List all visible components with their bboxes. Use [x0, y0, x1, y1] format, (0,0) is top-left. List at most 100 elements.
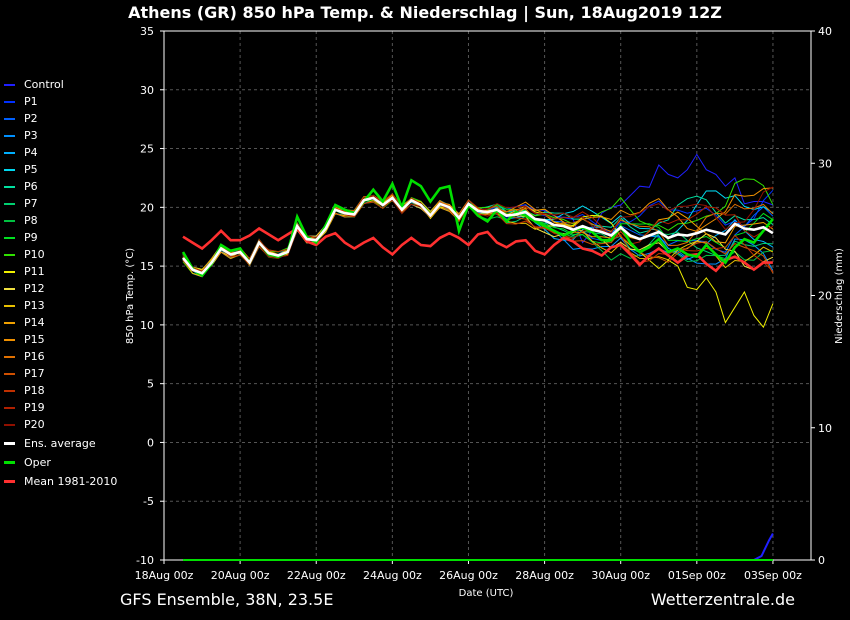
legend-item: P6	[4, 178, 117, 195]
legend-label: P1	[24, 95, 38, 108]
y2-tick-label: 0	[818, 554, 825, 567]
precip-line-control	[183, 533, 774, 561]
y2-tick-label: 20	[818, 290, 832, 303]
legend-label: P17	[24, 367, 45, 380]
site-credit: Wetterzentrale.de	[650, 590, 795, 609]
legend: Control P1 P2 P3 P4 P5 P6 P7 P8 P9 P10 P11 P12 P13 P14…	[4, 76, 117, 490]
legend-label: P10	[24, 248, 45, 261]
x-tick-label: 01Sep 00z	[668, 569, 726, 582]
series-line-p8	[182, 193, 773, 273]
y-tick-label: -10	[136, 554, 154, 567]
x-tick-label: 26Aug 00z	[439, 569, 498, 582]
legend-item: P9	[4, 229, 117, 246]
y-tick-label: 0	[147, 436, 154, 449]
legend-swatch	[4, 442, 15, 445]
y-tick-label: 15	[140, 260, 154, 273]
legend-swatch	[4, 134, 15, 137]
legend-label: P2	[24, 112, 38, 125]
series-line-p1	[182, 189, 774, 275]
legend-item: P17	[4, 365, 117, 382]
legend-label: P3	[24, 129, 38, 142]
model-info: GFS Ensemble, 38N, 23.5E	[120, 590, 334, 609]
legend-swatch	[4, 185, 15, 188]
legend-swatch	[4, 480, 15, 483]
legend-item: P4	[4, 144, 117, 161]
legend-swatch	[4, 270, 15, 273]
legend-item: P19	[4, 399, 117, 416]
x-tick-label: 18Aug 00z	[135, 569, 194, 582]
series-line-p10	[182, 178, 774, 276]
legend-label: Ens. average	[24, 437, 96, 450]
legend-label: P5	[24, 163, 38, 176]
legend-swatch	[4, 168, 15, 171]
legend-label: P18	[24, 384, 45, 397]
y2-axis: 40 30 20 10 0	[811, 25, 832, 567]
chart-title: Athens (GR) 850 hPa Temp. & Niederschlag…	[128, 3, 722, 22]
series-line-ens-average	[181, 196, 774, 275]
x-tick-label: 22Aug 00z	[287, 569, 346, 582]
y2-axis-label: Niederschlag (mm)	[834, 248, 845, 344]
legend-item: P5	[4, 161, 117, 178]
legend-label: Control	[24, 78, 64, 91]
x-tick-label: 30Aug 00z	[591, 569, 650, 582]
plot-frame	[163, 30, 812, 561]
legend-label: P19	[24, 401, 45, 414]
legend-item: Ens. average	[4, 435, 117, 452]
legend-swatch	[4, 100, 15, 103]
legend-item: P14	[4, 314, 117, 331]
legend-label: P20	[24, 418, 45, 431]
ensemble-members	[182, 153, 774, 561]
legend-swatch	[4, 389, 15, 392]
legend-swatch	[4, 202, 15, 205]
legend-label: P4	[24, 146, 38, 159]
legend-swatch	[4, 83, 15, 86]
x-tick-label: 03Sep 00z	[744, 569, 802, 582]
legend-item: P10	[4, 246, 117, 263]
legend-item: P18	[4, 382, 117, 399]
y-tick-label: 10	[140, 319, 154, 332]
legend-item: P16	[4, 348, 117, 365]
legend-swatch	[4, 253, 15, 256]
legend-swatch	[4, 338, 15, 341]
y2-tick-label: 30	[818, 157, 832, 170]
legend-label: P16	[24, 350, 45, 363]
legend-item: P12	[4, 280, 117, 297]
x-axis: 18Aug 00z 20Aug 00z 22Aug 00z 24Aug 00z 26Au…	[135, 560, 802, 582]
y2-tick-label: 10	[818, 422, 832, 435]
main-lines	[181, 178, 774, 278]
grid	[164, 31, 811, 560]
y-tick-label: -5	[143, 495, 154, 508]
y-axis: 35 30 25 20 15 10 5 0 -5 -10	[136, 25, 164, 567]
legend-item: P20	[4, 416, 117, 433]
y-tick-label: 30	[140, 84, 154, 97]
x-tick-label: 24Aug 00z	[363, 569, 422, 582]
legend-item: Mean 1981-2010	[4, 473, 117, 490]
legend-item: P13	[4, 297, 117, 314]
legend-item: P1	[4, 93, 117, 110]
x-tick-label: 20Aug 00z	[211, 569, 270, 582]
legend-label: P15	[24, 333, 45, 346]
series-line-oper	[181, 178, 774, 278]
legend-item: Control	[4, 76, 117, 93]
legend-swatch	[4, 304, 15, 307]
legend-item: P8	[4, 212, 117, 229]
legend-swatch	[4, 117, 15, 120]
legend-label: Mean 1981-2010	[24, 475, 118, 488]
legend-swatch	[4, 423, 15, 426]
legend-swatch	[4, 219, 15, 222]
legend-item: P11	[4, 263, 117, 280]
series-line-mean-1981-2010	[182, 226, 773, 273]
legend-item: P7	[4, 195, 117, 212]
x-axis-label: Date (UTC)	[459, 588, 514, 599]
legend-swatch	[4, 355, 15, 358]
y2-tick-label: 40	[818, 25, 832, 38]
legend-item: P2	[4, 110, 117, 127]
y-tick-label: 25	[140, 143, 154, 156]
legend-label: P6	[24, 180, 38, 193]
legend-label: P13	[24, 299, 45, 312]
legend-label: P14	[24, 316, 45, 329]
legend-label: P8	[24, 214, 38, 227]
legend-label: Oper	[24, 456, 51, 469]
legend-item: P15	[4, 331, 117, 348]
legend-swatch	[4, 321, 15, 324]
